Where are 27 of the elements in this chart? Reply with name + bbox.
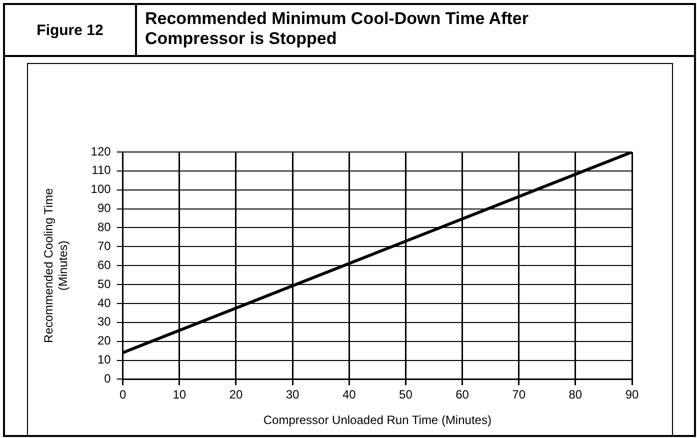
y-tick-label: 20: [97, 334, 112, 348]
y-tick-label: 110: [92, 163, 112, 178]
y-axis-title: Recommended Cooling Time (Minutes): [42, 188, 70, 343]
y-tick-label: 0: [104, 372, 112, 386]
chart-title: Recommended Minimum Cool-Down Time After Compressor is Stopped: [145, 9, 530, 49]
y-tick-label: 120: [90, 144, 112, 158]
y-tick-label: 30: [97, 314, 112, 329]
y-tick-label: 10: [97, 352, 112, 367]
y-tick-label: 50: [97, 276, 112, 291]
y-tick-label: 40: [97, 296, 112, 310]
x-tick-label: 0: [119, 388, 126, 402]
x-axis-title: Compressor Unloaded Run Time (Minutes): [263, 413, 492, 428]
chart-subtitle: Figure 12: [5, 5, 137, 55]
x-tick-label: 80: [568, 388, 582, 402]
y-tick-label: 60: [97, 258, 112, 272]
x-tick-label: 90: [625, 388, 639, 402]
y-tick-label: 90: [97, 201, 112, 216]
y-tick-label: 80: [97, 220, 112, 234]
x-tick-label: 10: [172, 388, 186, 402]
x-tick-label: 20: [229, 388, 243, 402]
x-tick-label: 50: [399, 388, 413, 402]
x-tick-label: 40: [342, 388, 356, 402]
x-tick-label: 30: [286, 388, 300, 402]
x-tick-label: 60: [456, 388, 470, 402]
y-tick-label: 100: [90, 182, 112, 196]
x-tick-label: 70: [512, 388, 526, 402]
y-tick-label: 70: [97, 238, 112, 253]
